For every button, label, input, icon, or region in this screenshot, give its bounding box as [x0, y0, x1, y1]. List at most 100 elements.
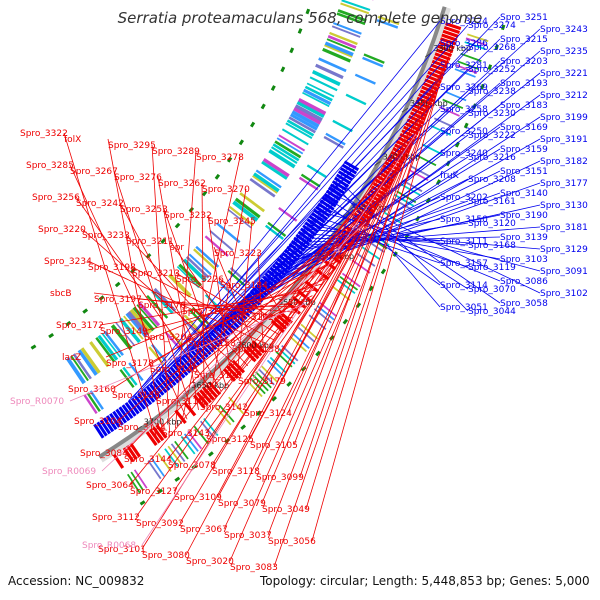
- feature-band-block: [324, 41, 354, 57]
- feature-band-block: [354, 73, 376, 85]
- feature-band-block: [268, 149, 296, 169]
- kbp-tick-label: 3500 kbp: [316, 252, 354, 261]
- reverse-gene-label: Spro_3051: [440, 303, 488, 313]
- feature-band-block: [217, 280, 236, 298]
- forward-gene-label: Spro_3101: [98, 545, 146, 555]
- reverse-gene-label: Spro_3044: [468, 307, 516, 317]
- forward-gene-arrow: [443, 25, 461, 34]
- forward-leader-line: [123, 167, 399, 454]
- reverse-gene-arrow: [313, 208, 329, 221]
- forward-gene-label: Spro_3295: [108, 141, 156, 151]
- feature-band-block: [150, 457, 165, 477]
- feature-band-block: [255, 169, 282, 189]
- feature-band-block: [130, 471, 145, 491]
- kbp-tick-label: 3700 kbp: [144, 417, 182, 426]
- kbp-tick-mark: [401, 107, 409, 113]
- feature-band-block: [376, 19, 399, 29]
- reverse-gene-arrow: [178, 359, 192, 374]
- feature-band-block: [340, 2, 370, 15]
- reverse-gene-arrow: [96, 421, 108, 437]
- forward-gene-label: Spro_3056: [268, 537, 316, 547]
- reverse-gene-label: Spro_3208: [468, 175, 516, 185]
- reverse-gene-label: Spro_3281: [440, 61, 488, 71]
- forward-gene-arrow: [152, 426, 165, 442]
- reverse-gene-arrow: [99, 419, 111, 435]
- reverse-gene-arrow: [201, 338, 215, 353]
- reverse-gene-arrow: [155, 378, 168, 394]
- forward-gene-arrow: [148, 428, 161, 444]
- forward-leader-line: [255, 148, 410, 472]
- kbp-tick-mark: [135, 425, 143, 431]
- feature-band-block: [83, 394, 98, 415]
- feature-band-block: [129, 308, 152, 335]
- reverse-gene-label: Spro_3216: [468, 153, 516, 163]
- kbp-tick-mark: [343, 212, 350, 217]
- feature-band-block: [183, 433, 199, 452]
- reverse-gene-label: Spro_3058: [500, 299, 548, 309]
- feature-band-block: [252, 172, 280, 193]
- forward-leader-line: [201, 182, 205, 406]
- feature-band-block: [127, 473, 141, 494]
- forward-gene-label: Spro_3211: [126, 237, 174, 247]
- forward-leader-line: [81, 228, 243, 372]
- reverse-gene-label: Spro_3268: [468, 43, 516, 53]
- feature-band-block: [298, 176, 319, 191]
- forward-leader-line: [231, 272, 331, 344]
- forward-gene-label: Spro_3079: [218, 499, 266, 509]
- reverse-gene-label: Spro_3157: [440, 259, 488, 269]
- reverse-gene-label: Spro_3140: [500, 189, 548, 199]
- forward-leader-line: [135, 101, 432, 518]
- feature-band-block: [146, 294, 169, 319]
- forward-gene-label: Spro_3078: [168, 461, 216, 471]
- reverse-gene-arrow: [105, 415, 118, 431]
- reverse-gene-arrow: [315, 205, 331, 218]
- reverse-leader-line: [181, 82, 501, 359]
- forward-leader-line: [149, 254, 344, 364]
- feature-band-block: [174, 440, 189, 460]
- forward-gene-label: Spro_3197: [94, 295, 142, 305]
- reverse-gene-arrow: [118, 406, 131, 422]
- reverse-gene-label: Spro_3103: [500, 255, 548, 265]
- forward-gene-label: Spro_3178: [106, 359, 154, 369]
- reverse-leader-line: [307, 219, 441, 264]
- feature-band-block: [136, 304, 158, 328]
- feature-band-block: [182, 258, 207, 282]
- feature-band-block: [266, 359, 284, 377]
- feature-band-block: [249, 178, 276, 198]
- reverse-gene-arrow: [158, 376, 171, 391]
- feature-band-block: [278, 134, 306, 152]
- forward-gene-arrow: [445, 22, 462, 31]
- reverse-leader-line: [313, 209, 541, 272]
- reverse-leader-line: [246, 170, 501, 296]
- reverse-leader-line: [155, 46, 469, 381]
- forward-gene-label: Spro_3220: [38, 225, 86, 235]
- forward-gene-label: Spro_3322: [20, 129, 68, 139]
- feature-band-block: [271, 146, 298, 164]
- feature-band-block: [178, 263, 202, 287]
- kbp-tick-label: 3600 kbp: [236, 341, 274, 350]
- reverse-gene-label: Spro_3070: [468, 285, 516, 295]
- feature-band-block: [65, 357, 86, 385]
- feature-band-block: [193, 248, 217, 271]
- feature-band-block: [377, 15, 400, 26]
- feature-band-block: [457, 60, 479, 70]
- forward-gene-label: Spro_3172: [56, 321, 104, 331]
- pseudo-leader-line: [69, 303, 306, 402]
- forward-leader-line: [217, 121, 423, 498]
- reverse-gene-arrow: [331, 180, 348, 192]
- reverse-gene-arrow: [302, 224, 317, 237]
- reverse-gene-label: Spro_3230: [468, 109, 516, 119]
- forward-gene-label: Spro_3289: [152, 147, 200, 157]
- forward-gene-label: Spro_3124: [244, 409, 292, 419]
- forward-gene-label: Spro_3276: [114, 173, 162, 183]
- reverse-gene-label: Spro_3243: [540, 25, 588, 35]
- forward-leader-line: [219, 278, 284, 330]
- forward-leader-line: [249, 180, 392, 440]
- forward-gene-label: Spro_3179: [238, 377, 286, 387]
- feature-band-block: [255, 371, 272, 389]
- feature-band-block: [252, 374, 269, 392]
- forward-gene-arrow: [435, 48, 453, 58]
- forward-gene-arrow: [202, 386, 215, 401]
- reverse-gene-label: Spro_3274: [468, 21, 516, 31]
